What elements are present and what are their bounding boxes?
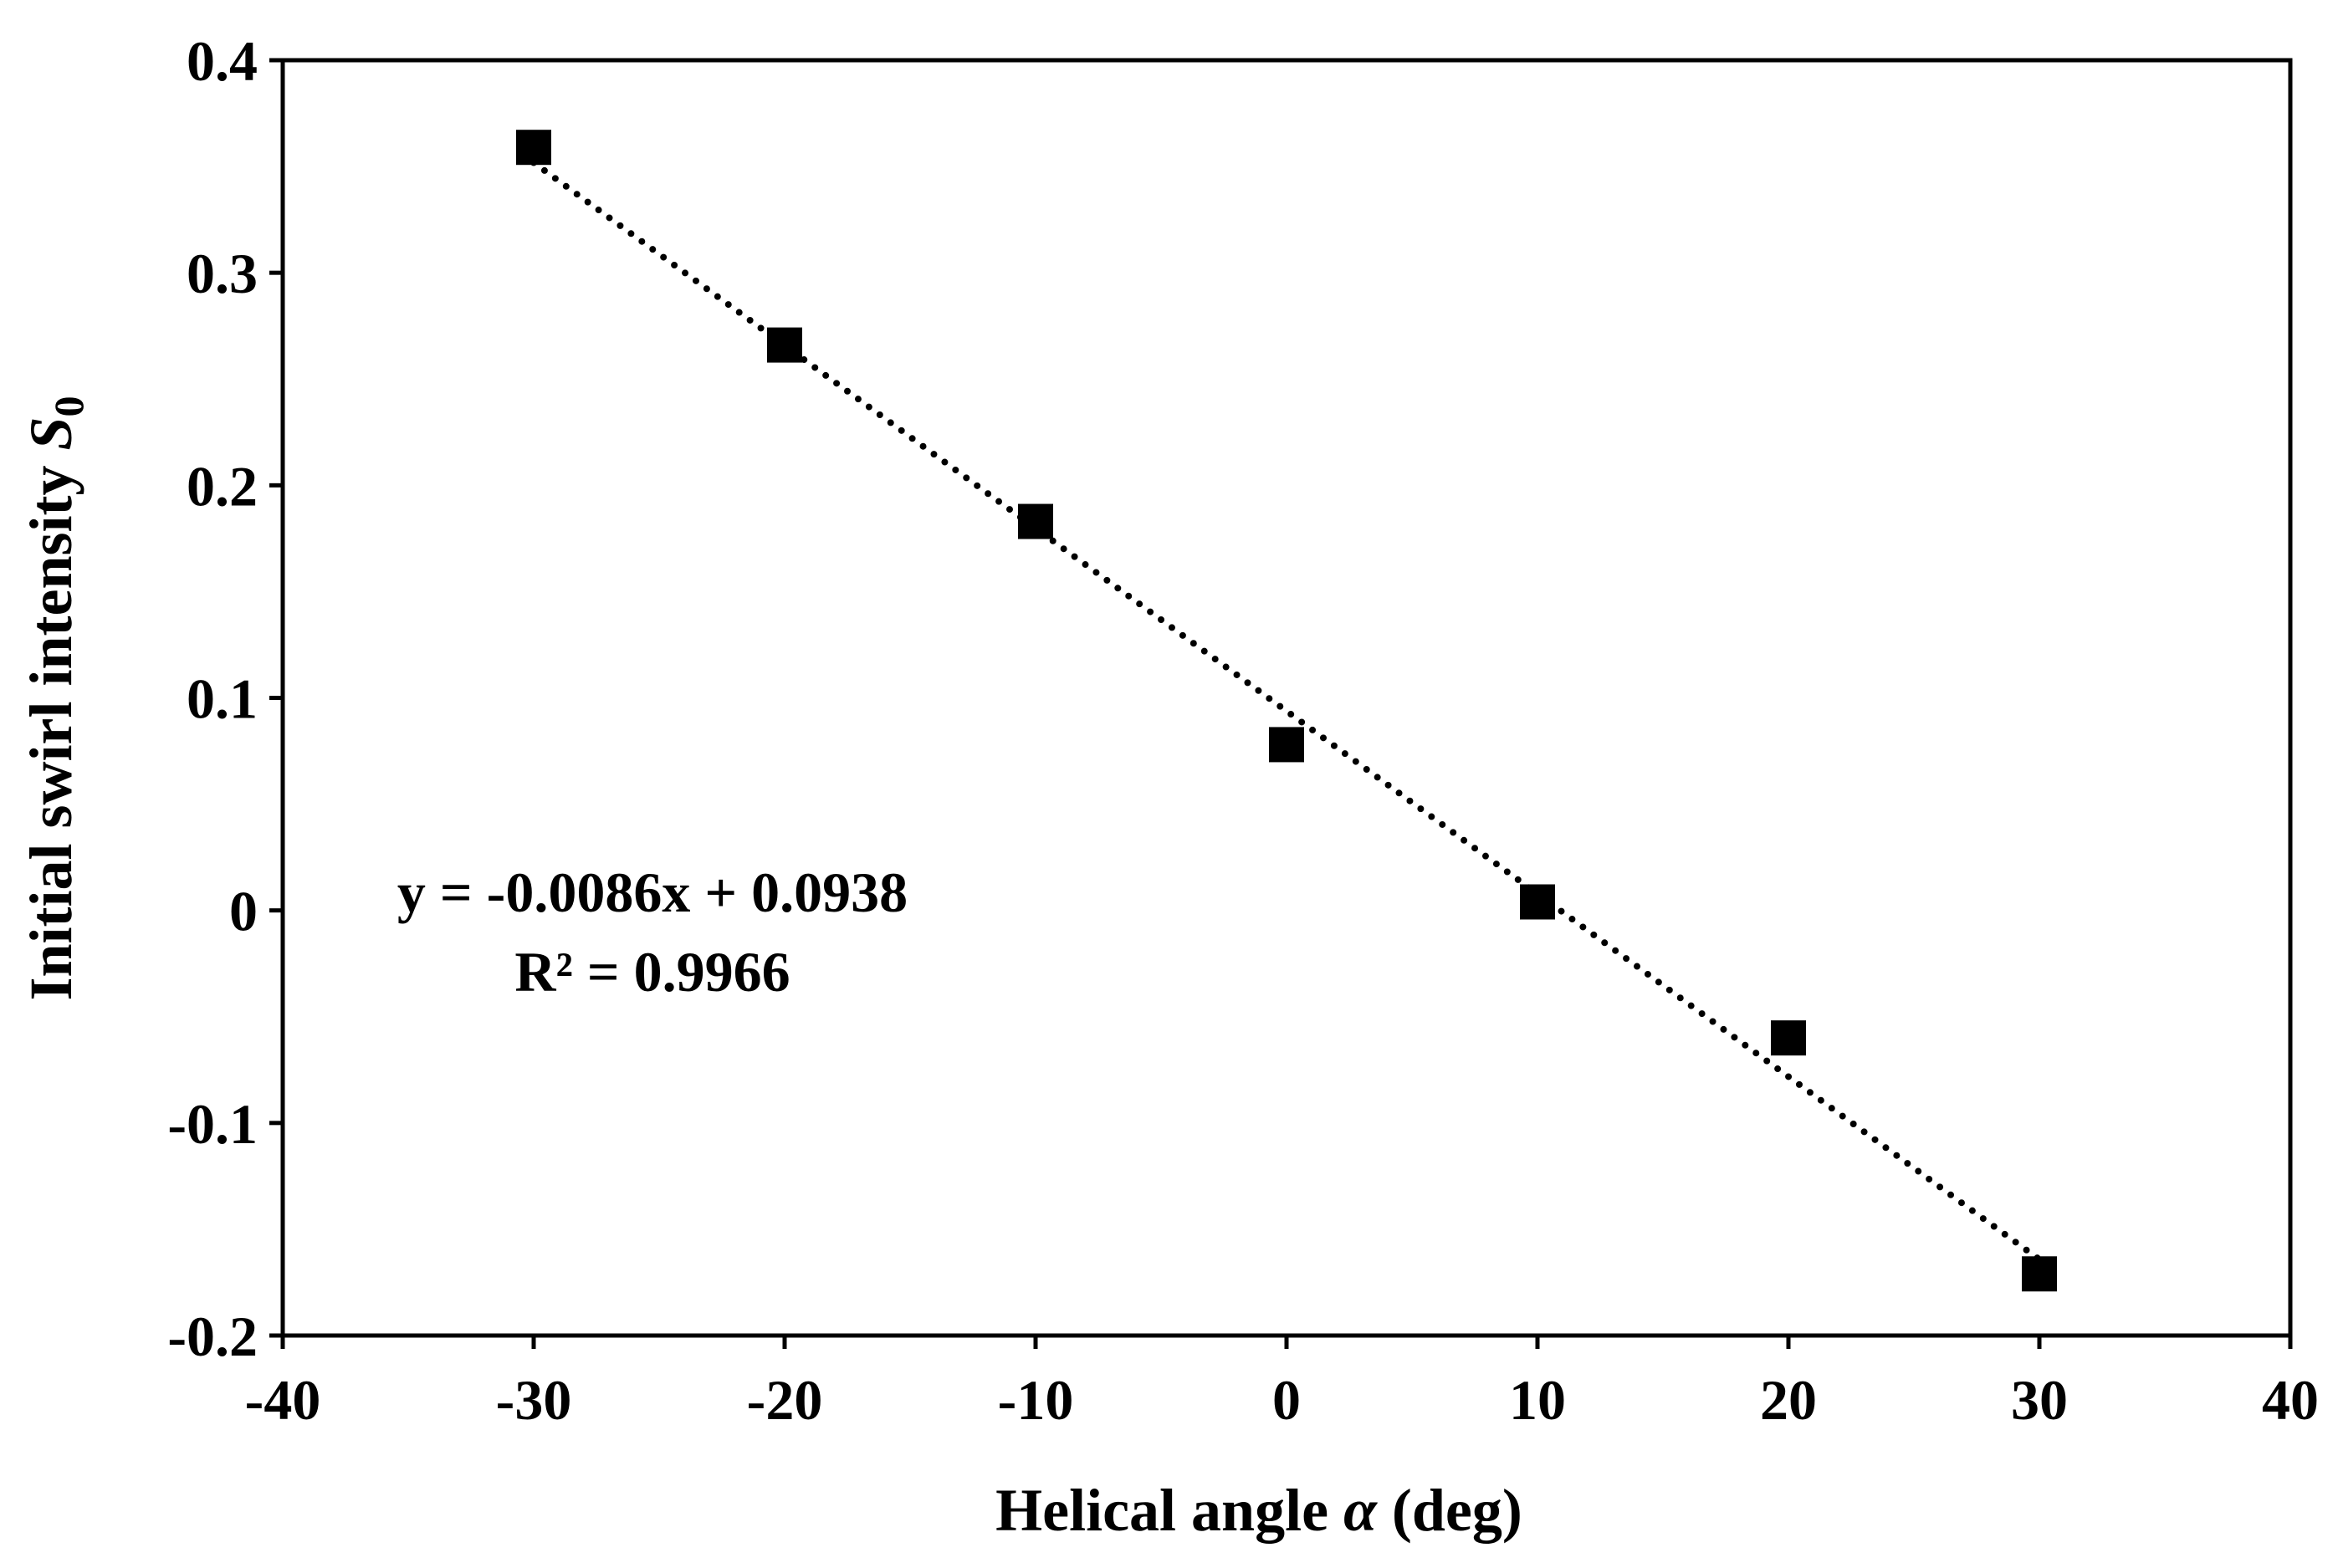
x-tick-label: 10 <box>1509 1368 1566 1432</box>
x-tick-label: 20 <box>1760 1368 1817 1432</box>
y-tick-label: 0.2 <box>187 454 258 518</box>
x-tick-label: -30 <box>496 1368 572 1432</box>
y-axis-label-symbol: S <box>18 416 84 450</box>
data-points <box>516 130 2057 1292</box>
y-tick-label: 0.1 <box>187 667 258 731</box>
trendline-equation: y = -0.0086x + 0.0938 <box>397 861 908 924</box>
data-point <box>1018 503 1053 539</box>
y-axis-label: Initial swirl intensity S0 <box>18 396 92 1000</box>
y-tick-label: 0.3 <box>187 242 258 305</box>
x-axis-label-suffix: (deg) <box>1377 1477 1522 1544</box>
x-axis-ticks: -40 -30 -20 -10 0 10 20 30 40 <box>245 1336 2319 1432</box>
y-tick-label: 0 <box>229 880 258 943</box>
x-axis-label-symbol: α <box>1343 1477 1378 1544</box>
x-tick-label: -40 <box>245 1368 321 1432</box>
x-tick-label: 30 <box>2011 1368 2068 1432</box>
y-axis-ticks: -0.2 -0.1 0 0.1 0.2 0.3 0.4 <box>167 29 283 1368</box>
data-point <box>1269 727 1304 763</box>
plot-area-frame <box>280 58 2293 1338</box>
x-tick-label: 0 <box>1272 1368 1301 1432</box>
y-tick-label: -0.1 <box>167 1092 258 1156</box>
y-axis-label-subscript: 0 <box>45 396 92 416</box>
y-tick-label: -0.2 <box>167 1305 258 1368</box>
data-point <box>516 130 551 166</box>
y-tick-label: 0.4 <box>187 29 258 93</box>
trendline-r2: R² = 0.9966 <box>514 940 790 1004</box>
x-axis-label: Helical angle α (deg) <box>995 1477 1522 1544</box>
x-tick-label: 40 <box>2262 1368 2319 1432</box>
data-point <box>1520 884 1555 920</box>
data-point <box>1771 1020 1806 1056</box>
trendline-group <box>530 159 2043 1264</box>
data-point <box>767 327 802 363</box>
x-axis-label-prefix: Helical angle <box>995 1477 1343 1544</box>
trendline <box>530 159 2043 1264</box>
x-tick-label: -20 <box>747 1368 823 1432</box>
data-point <box>2022 1256 2057 1292</box>
y-axis-label-prefix: Initial swirl intensity <box>18 450 84 1000</box>
x-tick-label: -10 <box>998 1368 1074 1432</box>
